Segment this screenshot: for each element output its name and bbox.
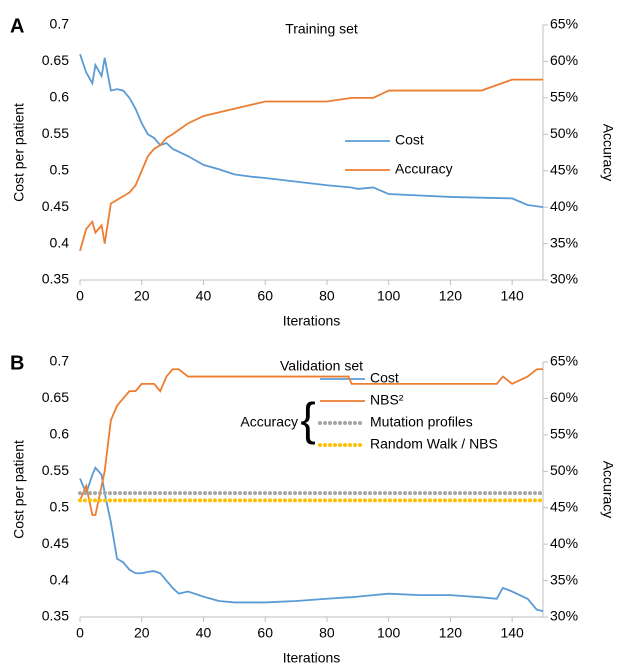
y2-tick-label: 30% xyxy=(550,271,578,287)
y-tick-label: 0.45 xyxy=(42,535,69,551)
x-tick-label: 60 xyxy=(257,625,273,641)
x-tick-label: 0 xyxy=(76,288,84,304)
y-tick-label: 0.5 xyxy=(50,498,70,514)
x-tick-label: 0 xyxy=(76,625,84,641)
y2-tick-label: 55% xyxy=(550,89,578,105)
x-tick-label: 80 xyxy=(319,288,335,304)
y-tick-label: 0.35 xyxy=(42,608,69,624)
y2-tick-label: 40% xyxy=(550,198,578,214)
series-line xyxy=(79,53,544,209)
y2-axis-label: Accuracy xyxy=(600,124,616,182)
legend-label: NBS² xyxy=(370,392,404,408)
legend-brace: { xyxy=(300,393,315,445)
y2-axis-label: Accuracy xyxy=(600,461,616,519)
y-tick-label: 0.6 xyxy=(50,89,70,105)
y2-tick-label: 65% xyxy=(550,16,578,32)
y-tick-label: 0.55 xyxy=(42,125,69,141)
y-tick-label: 0.4 xyxy=(50,234,70,250)
y-axis-label: Cost per patient xyxy=(11,440,27,539)
x-tick-label: 140 xyxy=(500,288,524,304)
y-tick-label: 0.45 xyxy=(42,198,69,214)
y2-tick-label: 45% xyxy=(550,498,578,514)
y-tick-label: 0.6 xyxy=(50,426,70,442)
y-tick-label: 0.7 xyxy=(50,16,70,32)
x-tick-label: 140 xyxy=(500,625,524,641)
y2-tick-label: 50% xyxy=(550,125,578,141)
x-tick-label: 20 xyxy=(134,288,150,304)
y-tick-label: 0.35 xyxy=(42,271,69,287)
y2-tick-label: 60% xyxy=(550,52,578,68)
panel-label: B xyxy=(10,352,24,374)
series-line xyxy=(79,465,544,613)
x-tick-label: 120 xyxy=(439,625,463,641)
y2-tick-label: 35% xyxy=(550,234,578,250)
legend-group-label: Accuracy xyxy=(240,414,298,430)
y2-tick-label: 50% xyxy=(550,462,578,478)
series-line xyxy=(79,78,543,252)
x-tick-label: 100 xyxy=(377,288,401,304)
y-tick-label: 0.5 xyxy=(50,161,70,177)
y-tick-label: 0.4 xyxy=(50,571,70,587)
x-tick-label: 80 xyxy=(319,625,335,641)
panel-label: A xyxy=(10,15,24,37)
y-tick-label: 0.55 xyxy=(42,462,69,478)
x-axis-label: Iterations xyxy=(283,650,341,666)
y2-tick-label: 40% xyxy=(550,535,578,551)
x-tick-label: 120 xyxy=(439,288,463,304)
x-tick-label: 40 xyxy=(196,625,212,641)
x-tick-label: 20 xyxy=(134,625,150,641)
legend-label: Random Walk / NBS xyxy=(370,436,498,452)
y2-tick-label: 55% xyxy=(550,426,578,442)
y2-tick-label: 30% xyxy=(550,608,578,624)
series-line xyxy=(79,368,543,516)
x-tick-label: 60 xyxy=(257,288,273,304)
legend-label: Mutation profiles xyxy=(370,414,473,430)
y2-tick-label: 45% xyxy=(550,161,578,177)
x-tick-label: 40 xyxy=(196,288,212,304)
legend-label: Accuracy xyxy=(395,161,453,177)
y-tick-label: 0.65 xyxy=(42,52,69,68)
chart-title: Validation set xyxy=(280,358,363,374)
legend-label: Cost xyxy=(370,370,399,386)
legend-label: Cost xyxy=(395,132,424,148)
y2-tick-label: 35% xyxy=(550,571,578,587)
y-tick-label: 0.65 xyxy=(42,389,69,405)
y2-tick-label: 60% xyxy=(550,389,578,405)
chart-title: Training set xyxy=(285,21,358,37)
y2-tick-label: 65% xyxy=(550,353,578,369)
y-axis-label: Cost per patient xyxy=(11,103,27,202)
x-tick-label: 100 xyxy=(377,625,401,641)
x-axis-label: Iterations xyxy=(283,313,341,329)
y-tick-label: 0.7 xyxy=(50,353,70,369)
